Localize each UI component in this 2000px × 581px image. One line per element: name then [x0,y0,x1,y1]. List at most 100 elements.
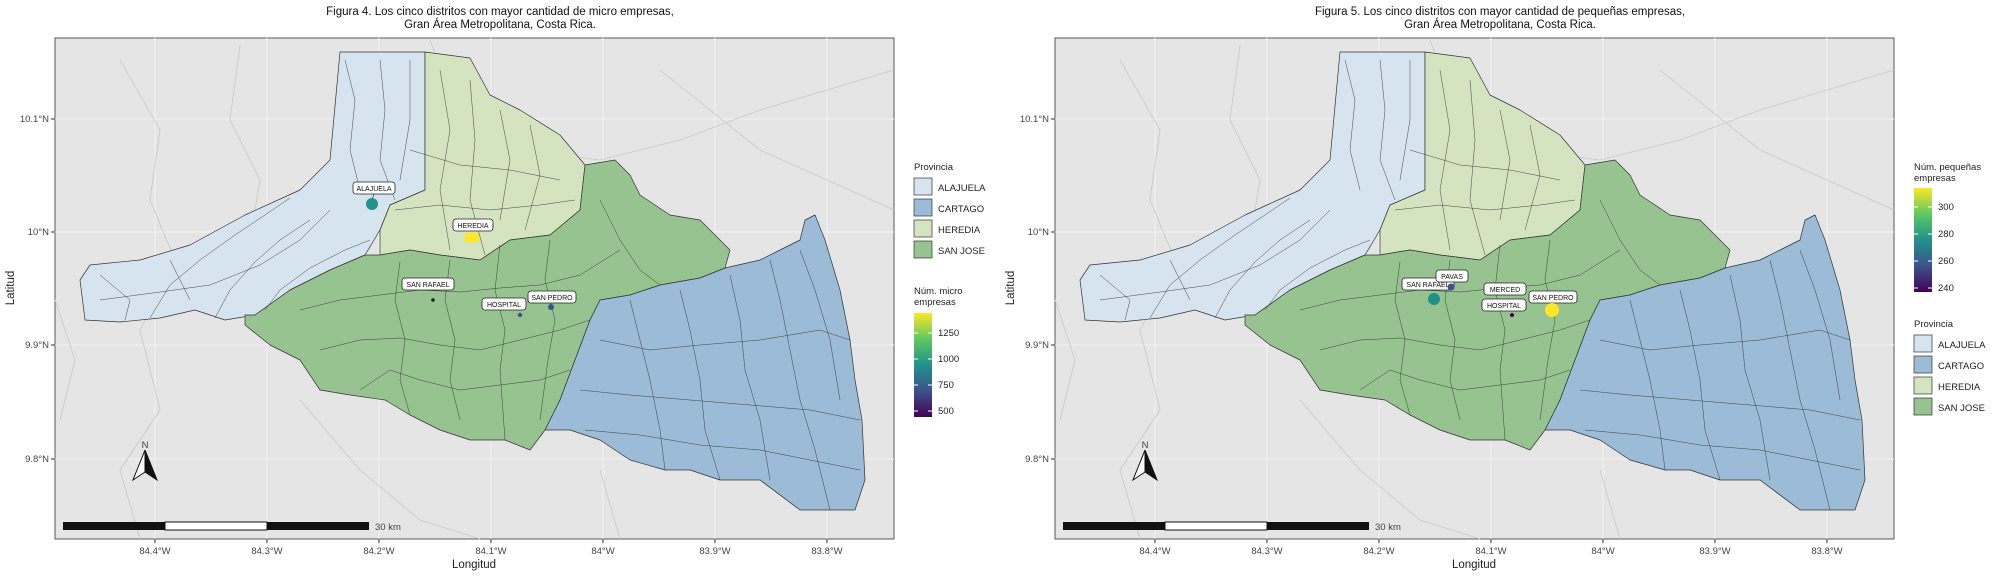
legend-label: CARTAGO [938,204,984,215]
callout-heredia: HEREDIA [457,223,488,230]
legend-label: HEREDIA [1938,382,1981,393]
y-tick-label: 10.1°N [20,114,49,125]
y-tick-label: 9.8°N [1025,454,1049,465]
value-legend-title-2: empresas [1914,173,1956,184]
y-tick-label: 10°N [28,227,49,238]
map-svg: ALAJUELA HEREDIA SAN RAFAEL HOSPITAL SAN… [5,37,986,571]
outer-boundaries [54,39,895,540]
value-legend-tick: 280 [1938,229,1954,240]
y-axis: 10.1°N 10°N 9.9°N 9.8°N Latitud [1005,114,1055,465]
legend-label: SAN JOSE [938,246,985,257]
callout-san-rafael: SAN RAFAEL [1406,282,1449,289]
province-legend: Provincia ALAJUELA CARTAGO HEREDIA SAN J… [913,162,986,259]
figure-title: Figura 5. Los cinco distritos con mayor … [1000,6,2000,32]
title-line-2: Gran Área Metropolitana, Costa Rica. [404,19,596,31]
legend-label: SAN JOSE [1938,403,1985,414]
legend-title: Provincia [914,162,954,173]
value-legend-title-1: Núm. pequeñas [1914,162,1981,173]
district-point-san-pedro [1545,303,1559,317]
value-legend-tick: 240 [1938,283,1954,294]
x-axis-title: Longitud [452,559,496,571]
x-tick-label: 84.4°W [1139,546,1170,557]
callout-alajuela: ALAJUELA [356,186,391,193]
value-legend-tick: 1000 [938,354,959,365]
scale-bar-label: 30 km [1375,522,1401,533]
district-point-hospital [1510,313,1514,317]
callout-merced: MERCED [1490,287,1520,294]
north-arrow-icon: N [1131,440,1159,482]
scale-bar: 30 km [1063,521,1401,533]
legend-label: HEREDIA [938,225,981,236]
title-line-2: Gran Área Metropolitana, Costa Rica. [1404,19,1596,31]
district-point-san-pedro [548,304,554,310]
figure-5: Figura 5. Los cinco distritos con mayor … [1000,0,2000,581]
x-tick-label: 84°W [1591,546,1614,557]
x-axis-title: Longitud [1452,559,1496,571]
y-axis-title: Latitud [5,271,17,306]
y-tick-label: 9.8°N [25,454,49,465]
province-legend: Provincia ALAJUELA CARTAGO HEREDIA SAN J… [1913,319,1986,416]
figure-title: Figura 4. Los cinco distritos con mayor … [0,6,1000,32]
district-point-alajuela [366,198,378,210]
x-tick-label: 83.9°W [1699,546,1730,557]
callout-san-pedro: SAN PEDRO [1532,295,1574,302]
callout-san-rafael: SAN RAFAEL [406,282,449,289]
value-legend-title-1: Núm. micro [914,286,963,297]
value-legend: Núm. pequeñas empresas 300 280 260 240 [1914,162,1981,294]
district-lines [99,59,861,511]
district-point-pavas [1447,283,1455,291]
x-tick-label: 83.9°W [699,546,730,557]
x-tick-label: 83.8°W [811,546,842,557]
y-tick-label: 9.9°N [25,340,49,351]
title-line-1: Figura 4. Los cinco distritos con mayor … [326,6,674,18]
x-tick-label: 84.4°W [139,546,170,557]
y-tick-label: 10.1°N [1020,114,1049,125]
north-arrow-icon: N [131,440,159,482]
x-tick-label: 84.1°W [475,546,506,557]
district-point-heredia [465,233,479,242]
y-tick-label: 9.9°N [1025,340,1049,351]
figure-4: Figura 4. Los cinco distritos con mayor … [0,6,1000,571]
y-axis-title: Latitud [1005,271,1017,306]
callout-hospital: HOSPITAL [1487,303,1521,310]
legend-title: Provincia [1914,319,1954,330]
legend-label: ALAJUELA [938,183,986,194]
district-point-san-rafael [431,298,435,302]
callout-san-pedro: SAN PEDRO [531,295,573,302]
x-tick-label: 84.2°W [1363,546,1394,557]
svg-text:N: N [1142,440,1149,451]
x-tick-label: 84.3°W [1251,546,1282,557]
x-axis: 84.4°W 84.3°W 84.2°W 84.1°W 84°W 83.9°W … [139,539,843,571]
district-lines [1099,59,1861,511]
legend-label: CARTAGO [1938,361,1984,372]
value-legend-tick: 1250 [938,328,959,339]
value-legend: Núm. micro empresas 1250 1000 750 500 [914,286,963,417]
map-svg: SAN RAFAEL PAVAS MERCED HOSPITAL SAN PED… [1005,37,1986,571]
title-line-1: Figura 5. Los cinco distritos con mayor … [1314,6,1686,18]
scale-bar-label: 30 km [375,522,401,533]
y-axis: 10.1°N 10°N 9.9°N 9.8°N Latitud [5,114,55,465]
x-tick-label: 84.1°W [1475,546,1506,557]
svg-text:N: N [142,440,149,451]
value-legend-tick: 260 [1938,256,1954,267]
value-legend-tick: 500 [938,406,954,417]
y-tick-label: 10°N [1028,227,1049,238]
value-legend-tick: 750 [938,380,954,391]
x-axis: 84.4°W 84.3°W 84.2°W 84.1°W 84°W 83.9°W … [1139,539,1843,571]
province-cartago [544,214,866,511]
x-tick-label: 84.3°W [251,546,282,557]
value-legend-title-2: empresas [914,297,956,308]
province-cartago [1544,214,1866,511]
district-callouts: SAN RAFAEL PAVAS MERCED HOSPITAL SAN PED… [1401,269,1578,317]
x-tick-label: 84°W [591,546,614,557]
legend-label: ALAJUELA [1938,340,1986,351]
district-callouts: ALAJUELA HEREDIA SAN RAFAEL HOSPITAL SAN… [352,181,577,318]
x-tick-label: 83.8°W [1811,546,1842,557]
callout-hospital: HOSPITAL [487,302,521,309]
value-legend-tick: 300 [1938,202,1954,213]
district-point-san-rafael [1428,293,1440,305]
callout-pavas: PAVAS [1441,274,1463,281]
x-tick-label: 84.2°W [363,546,394,557]
scale-bar: 30 km [63,521,401,533]
district-point-hospital [517,312,523,318]
